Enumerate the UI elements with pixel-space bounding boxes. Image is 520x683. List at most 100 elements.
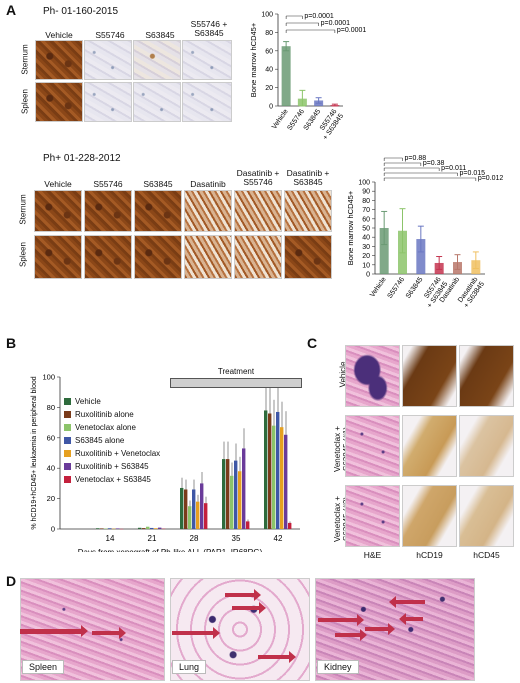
legend-ruxolitinib: Ruxolitinib alone <box>64 410 134 419</box>
bar <box>184 489 188 529</box>
y-tick-label: 30 <box>362 244 370 251</box>
bar <box>146 526 150 529</box>
bar <box>288 522 292 529</box>
cd45-tile <box>459 485 514 547</box>
histology-tile <box>234 190 282 232</box>
legend-label: S63845 alone <box>75 436 125 445</box>
x-tick-label: Vehicle <box>369 276 388 299</box>
y-tick-label: 70 <box>362 207 370 214</box>
x-tick-label: 35 <box>232 534 241 543</box>
x-tick-label-line: S63845 <box>405 276 425 300</box>
col-label-vehicle-2: Vehicle <box>44 179 72 189</box>
legend-rux-ven: Ruxolitinib + Venetoclax <box>64 449 160 458</box>
legend-s63845: S63845 alone <box>64 436 124 445</box>
histology-tile <box>84 235 132 279</box>
histology-tile <box>184 190 232 232</box>
y-tick-label: 20 <box>47 494 55 503</box>
legend-swatch <box>64 398 71 405</box>
p-value-label: p=0.015 <box>460 170 486 177</box>
legend-swatch <box>64 411 71 418</box>
legend-swatch <box>64 450 71 457</box>
y-axis-label: Bone marrow hCD45+ <box>346 190 355 265</box>
bar <box>154 528 158 529</box>
histology-tile <box>234 235 282 279</box>
bar <box>268 413 272 529</box>
bar <box>379 228 389 274</box>
p-value-label: p=0.0001 <box>321 20 350 27</box>
bar <box>416 239 426 274</box>
cd19-tile <box>402 485 457 547</box>
p-value-label: p=0.0001 <box>304 13 333 20</box>
y-tick-label: 20 <box>362 253 370 260</box>
panel-b-letter: B <box>6 335 17 351</box>
row-label-sternum-2: Sternum <box>18 194 28 225</box>
p-value-label: p=0.011 <box>441 165 466 172</box>
tissue-label-lung: Lung <box>172 660 207 674</box>
he-tile <box>345 415 400 477</box>
legend-label: Ruxolitinib alone <box>75 410 134 419</box>
panel-a-letter: A <box>6 2 17 18</box>
histology-tile <box>182 40 232 80</box>
histology-tile <box>34 235 82 279</box>
p-value-label: p=0.88 <box>405 155 427 162</box>
p-value-label: p=0.0001 <box>337 27 366 34</box>
x-tick-label-line: Vehicle <box>369 276 388 299</box>
y-tick-label: 100 <box>42 373 55 382</box>
bar <box>204 503 208 529</box>
legend-rux-s63845: Ruxolitinib + S63845 <box>64 462 149 471</box>
bar <box>281 46 291 106</box>
bar <box>192 489 196 529</box>
legend-swatch <box>64 424 71 431</box>
col-label-dasatinib: Dasatinib <box>190 179 226 189</box>
bar <box>96 528 100 529</box>
x-tick-label: S55746 <box>387 276 407 300</box>
bone-marrow-chart-ph-pos: 0 10 20 30 40 50 60 70 80 90 100 VehicleS55746S6384… <box>346 155 504 309</box>
tissue-label-spleen: Spleen <box>22 660 65 674</box>
bar <box>222 459 226 529</box>
col-label-he: H&E <box>363 550 382 560</box>
col-label-s63845-2: S63845 <box>143 179 173 189</box>
treatment-label: Treatment <box>217 367 255 376</box>
arrow-icon <box>258 651 296 663</box>
legend-vehicle: Vehicle <box>64 397 101 406</box>
cd19-tile <box>402 345 457 407</box>
y-tick-label: 80 <box>265 30 273 37</box>
x-axis-label: Days from xenograft of Ph-like ALL (PAR1… <box>78 548 263 552</box>
x-tick-label: 14 <box>106 534 115 543</box>
bar <box>238 471 242 529</box>
y-tick-label: 0 <box>51 525 55 534</box>
x-tick-label: S63845 <box>405 276 425 300</box>
y-tick-label: 40 <box>265 67 273 74</box>
col-label-s55746-2: S55746 <box>93 179 123 189</box>
arrow-icon <box>318 614 364 626</box>
arrow-icon <box>335 629 367 641</box>
histology-tile <box>184 235 232 279</box>
histology-tile <box>133 40 181 80</box>
panel-a-bottom-title: Ph+ 01-228-2012 <box>43 153 121 164</box>
histology-tile <box>134 190 182 232</box>
bar <box>150 527 154 529</box>
p-value-label: p=0.012 <box>478 175 504 182</box>
tissue-label-kidney: Kidney <box>317 660 359 674</box>
bar <box>246 521 250 529</box>
legend-swatch <box>64 437 71 444</box>
row-label-spleen: Spleen <box>20 89 30 114</box>
x-tick-label: 42 <box>274 534 283 543</box>
bar <box>100 528 104 529</box>
panel-c-letter: C <box>307 335 318 351</box>
he-tile <box>345 345 400 407</box>
bar <box>226 459 230 529</box>
arrow-icon <box>399 613 423 625</box>
cd19-tile <box>402 415 457 477</box>
histology-tile <box>84 82 132 122</box>
legend-label: Venetoclax alone <box>75 423 136 432</box>
y-tick-label: 60 <box>362 216 370 223</box>
arrow-icon <box>232 602 266 614</box>
bar <box>180 487 184 529</box>
col-label-s55746: S55746 <box>95 30 125 40</box>
x-tick-label: 21 <box>148 534 157 543</box>
y-tick-label: 80 <box>47 403 55 412</box>
panel-d-letter: D <box>6 573 17 589</box>
histology-tile <box>84 190 132 232</box>
